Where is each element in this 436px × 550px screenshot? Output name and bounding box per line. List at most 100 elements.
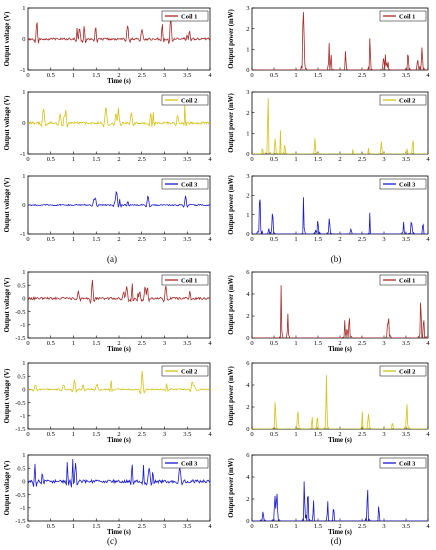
x-tick-label: 3.5: [402, 156, 410, 163]
series-line-a1: [28, 17, 210, 44]
x-tick-label: 2: [338, 431, 341, 438]
x-tick-label: 0.5: [270, 236, 278, 243]
chart-panel-c2: 0 0.5 1 1.5 2 2.5 3 3.5 4 -1.5 -1 -0.5 0 0.5 1 Time (s)…: [4, 360, 212, 444]
x-tick-label: 2: [117, 72, 120, 79]
x-tick-label: 3.5: [183, 156, 191, 163]
y-tick-label: 4: [246, 291, 250, 298]
x-tick-label: 4: [208, 236, 212, 243]
y-tick-label: -0.5: [15, 309, 25, 316]
x-tick-label: 1.5: [314, 72, 322, 79]
x-tick-label: 1: [294, 340, 297, 347]
y-tick-label: -1: [20, 322, 25, 329]
legend-label: Coil 1: [181, 277, 197, 284]
x-axis-label: Time (s): [107, 346, 131, 353]
x-tick-label: 1: [294, 156, 297, 163]
x-tick-label: 0: [250, 340, 253, 347]
x-tick-label: 2: [338, 340, 341, 347]
y-tick-label: -1: [20, 151, 25, 158]
legend-box: [379, 94, 427, 106]
x-tick-label: 0.5: [47, 523, 55, 530]
chart-panel-b3: 0 0.5 1 1.5 2 2.5 3 3.5 4 0 1 2 3 Output power (mW) Co…: [228, 173, 430, 243]
x-tick-label: 3.5: [183, 431, 191, 438]
x-tick-label: 1.5: [92, 523, 100, 530]
legend-label: Coil 2: [181, 368, 197, 375]
series-line-d1: [252, 285, 428, 338]
x-tick-label: 0.5: [47, 72, 55, 79]
y-tick-label: 1: [22, 360, 25, 367]
chart-panel-d1: 0 0.5 1 1.5 2 2.5 3 3.5 4 0 2 4 6 Time (s) Output powe…: [228, 269, 430, 353]
x-tick-label: 1.5: [92, 72, 100, 79]
y-tick-label: 3: [246, 89, 249, 96]
x-tick-label: 0: [26, 431, 29, 438]
x-tick-label: 2.5: [138, 523, 146, 530]
y-tick-label: 1: [246, 212, 249, 219]
x-tick-label: 2.5: [138, 72, 146, 79]
x-tick-label: 0: [26, 523, 29, 530]
x-axis-label: Time (s): [328, 346, 352, 353]
chart-panel-b2: 0 0.5 1 1.5 2 2.5 3 3.5 4 0 1 2 3 Output power (mW) Co…: [228, 89, 430, 163]
series-line-a2: [28, 104, 210, 128]
x-tick-label: 0: [26, 156, 29, 163]
x-tick-label: 2.5: [358, 340, 366, 347]
y-tick-label: 0: [246, 335, 249, 342]
y-tick-label: 0: [246, 426, 249, 433]
legend-label: Coil 2: [399, 368, 415, 375]
y-axis-label: Output power (mW): [228, 93, 235, 153]
x-tick-label: 0: [26, 72, 29, 79]
x-tick-label: 1.5: [314, 523, 322, 530]
x-tick-label: 4: [426, 236, 430, 243]
x-tick-label: 0: [250, 431, 253, 438]
x-tick-label: 3.5: [402, 340, 410, 347]
x-tick-label: 4: [426, 523, 430, 530]
x-tick-label: 3: [163, 431, 166, 438]
y-tick-label: -0.5: [15, 492, 25, 499]
x-tick-label: 2: [338, 156, 341, 163]
x-tick-label: 1.5: [92, 340, 100, 347]
legend-box: [379, 274, 427, 286]
x-tick-label: 1: [72, 156, 75, 163]
y-tick-label: 2: [246, 26, 249, 33]
y-tick-label: 0: [246, 231, 249, 238]
x-tick-label: 2: [117, 236, 120, 243]
y-tick-label: 0: [22, 387, 25, 394]
x-tick-label: 2.5: [138, 431, 146, 438]
x-tick-label: 2.5: [358, 236, 366, 243]
series-line-c3: [28, 458, 210, 488]
x-tick-label: 4: [426, 431, 430, 438]
series-line-c2: [28, 370, 210, 394]
legend-label: Coil 1: [399, 13, 415, 20]
x-tick-label: 2: [338, 523, 341, 530]
y-tick-label: 2: [246, 313, 249, 320]
y-tick-label: 1: [22, 89, 25, 96]
series-line-b1: [252, 12, 428, 70]
series-line-a3: [28, 190, 210, 209]
y-tick-label: 0: [22, 296, 25, 303]
legend-label: Coil 1: [181, 13, 197, 20]
x-tick-label: 4: [426, 156, 430, 163]
x-tick-label: 3: [382, 340, 385, 347]
x-tick-label: 1.5: [314, 236, 322, 243]
x-axis-label: Time (s): [107, 78, 131, 85]
x-tick-label: 4: [208, 431, 212, 438]
x-tick-label: 1: [72, 431, 75, 438]
legend-box: [161, 94, 209, 106]
legend-label: Coil 3: [181, 460, 198, 467]
x-tick-label: 1: [294, 431, 297, 438]
x-tick-label: 2.5: [358, 523, 366, 530]
legend-box: [161, 365, 209, 377]
x-tick-label: 1: [72, 72, 75, 79]
legend-box: [161, 178, 209, 190]
x-tick-label: 2.5: [358, 156, 366, 163]
x-tick-label: 2.5: [138, 340, 146, 347]
y-axis-label: Output voltage (V): [4, 461, 11, 516]
x-tick-label: 3.5: [183, 340, 191, 347]
y-axis-label: Output voltage (V): [4, 278, 11, 333]
legend-label: Coil 3: [399, 181, 416, 188]
y-tick-label: 1: [22, 5, 25, 12]
y-tick-label: -1: [20, 67, 25, 74]
series-line-d3: [252, 481, 428, 521]
y-tick-label: 0: [22, 120, 25, 127]
x-tick-label: 1.5: [314, 340, 322, 347]
